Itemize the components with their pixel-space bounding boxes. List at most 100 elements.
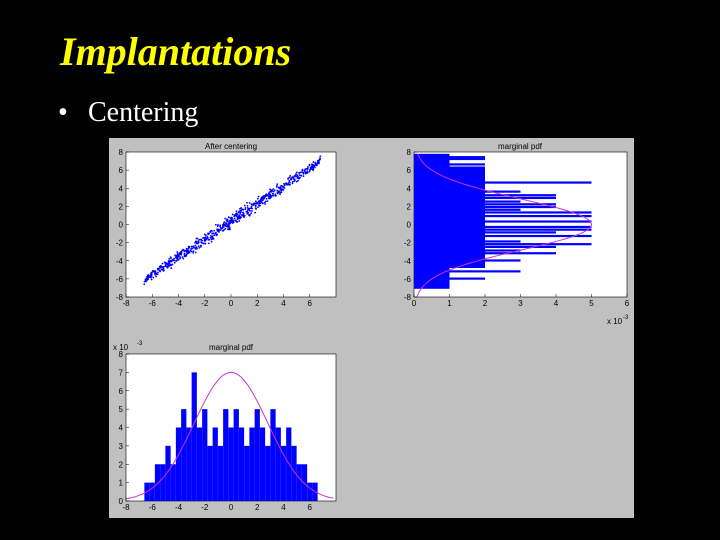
scatter-point [251, 207, 253, 210]
scatter-point [290, 178, 293, 181]
scatter-point [220, 227, 223, 230]
scatter-point [280, 184, 283, 187]
marginal-x-bar [170, 464, 176, 501]
marginal-x-bar [160, 464, 166, 501]
scatter-point [161, 268, 164, 271]
scatter-point [218, 231, 220, 233]
scatter-point [157, 271, 159, 274]
marginal-x-x-tick-label: 0 [229, 503, 234, 512]
marginal-x-bar [275, 427, 281, 501]
scatter-point [278, 187, 281, 189]
scatter-point [199, 246, 202, 248]
scatter-x-tick-label: 2 [255, 299, 260, 308]
scatter-point [254, 204, 257, 207]
scatter-point [265, 197, 268, 200]
scatter-point [263, 197, 266, 200]
scatter-y-tick-label: -2 [116, 239, 124, 248]
scatter-point [192, 251, 195, 254]
scatter-y-tick-label: 0 [119, 221, 124, 230]
marginal-x-y-tick-label: 4 [119, 424, 124, 433]
scatter-point [247, 211, 250, 214]
marginal-x-bar [186, 427, 192, 501]
scatter-point [289, 174, 292, 177]
marginal-y-bar [414, 220, 592, 223]
scatter-point [185, 250, 188, 252]
scatter-point [289, 183, 291, 186]
marginal-y-scale-exp: -3 [623, 315, 629, 321]
marginal-x-y-tick-label: 7 [119, 368, 124, 377]
scatter-point [184, 254, 187, 257]
scatter-point [162, 269, 165, 272]
scatter-point [216, 225, 219, 228]
scatter-point [295, 180, 298, 183]
scatter-point [294, 174, 297, 177]
scatter-point [207, 242, 210, 245]
scatter-point [267, 192, 270, 195]
marginal-x-x-tick-label: -8 [122, 503, 130, 512]
scatter-point [159, 269, 161, 272]
scatter-point [226, 219, 229, 221]
scatter-point [155, 272, 157, 275]
marginal-y-bars [414, 153, 592, 289]
scatter-point [236, 218, 239, 221]
scatter-point [274, 193, 277, 196]
marginal-y-bar [414, 214, 592, 218]
marginal-y-y-tick-label: -2 [404, 239, 412, 248]
scatter-point [312, 169, 314, 171]
scatter-point [216, 229, 219, 232]
scatter-point [190, 247, 193, 250]
scatter-point [299, 171, 302, 174]
scatter-point [226, 225, 228, 228]
scatter-point [203, 238, 206, 241]
marginal-x-x-tick-label: -2 [201, 503, 209, 512]
scatter-point [268, 191, 271, 194]
scatter-point [187, 245, 190, 248]
scatter-point [235, 215, 238, 217]
scatter-point [271, 192, 274, 195]
marginal-x-bar [265, 445, 271, 501]
scatter-point [308, 170, 311, 173]
scatter-point [255, 202, 258, 205]
scatter-point [236, 220, 239, 223]
scatter-point [186, 252, 189, 254]
scatter-point [195, 247, 197, 250]
scatter-plot-area [125, 151, 337, 298]
scatter-point [258, 205, 261, 207]
scatter-point [227, 216, 230, 219]
marginal-y-y-ticks: 8 6 4 2 0 -2 -4 -6 -8 [404, 148, 417, 302]
scatter-point [210, 229, 212, 232]
scatter-point [197, 240, 200, 243]
scatter-point [265, 193, 268, 196]
scatter-point [288, 179, 291, 182]
scatter-point [281, 188, 284, 191]
scatter-point [291, 176, 294, 179]
scatter-point [169, 263, 172, 266]
scatter-point [210, 236, 213, 239]
scatter-point [219, 225, 221, 228]
scatter-point [161, 262, 164, 265]
marginal-y-bar [414, 225, 592, 229]
scatter-point [246, 201, 248, 204]
scatter-point [278, 190, 280, 193]
scatter-point [316, 162, 319, 165]
scatter-point [309, 166, 312, 169]
marginal-y-scale-label: x 10 [607, 317, 623, 326]
marginal-x-x-tick-label: -6 [149, 503, 157, 512]
scatter-point [187, 250, 189, 253]
scatter-point [203, 236, 206, 239]
scatter-point [176, 253, 179, 255]
scatter-point [285, 182, 287, 185]
marginal-x-y-tick-label: 8 [119, 350, 124, 359]
scatter-point [238, 220, 241, 222]
marginal-x-bar [202, 409, 208, 501]
scatter-point [208, 232, 211, 235]
scatter-point [239, 212, 242, 215]
marginal-x-bar [196, 427, 203, 501]
marginal-x-bar [270, 409, 276, 501]
scatter-point [181, 256, 184, 258]
scatter-point [263, 195, 266, 197]
scatter-y-tick-label: -8 [116, 293, 124, 302]
scatter-point [237, 215, 239, 218]
marginal-y-bar [414, 243, 592, 246]
scatter-point [196, 237, 199, 240]
